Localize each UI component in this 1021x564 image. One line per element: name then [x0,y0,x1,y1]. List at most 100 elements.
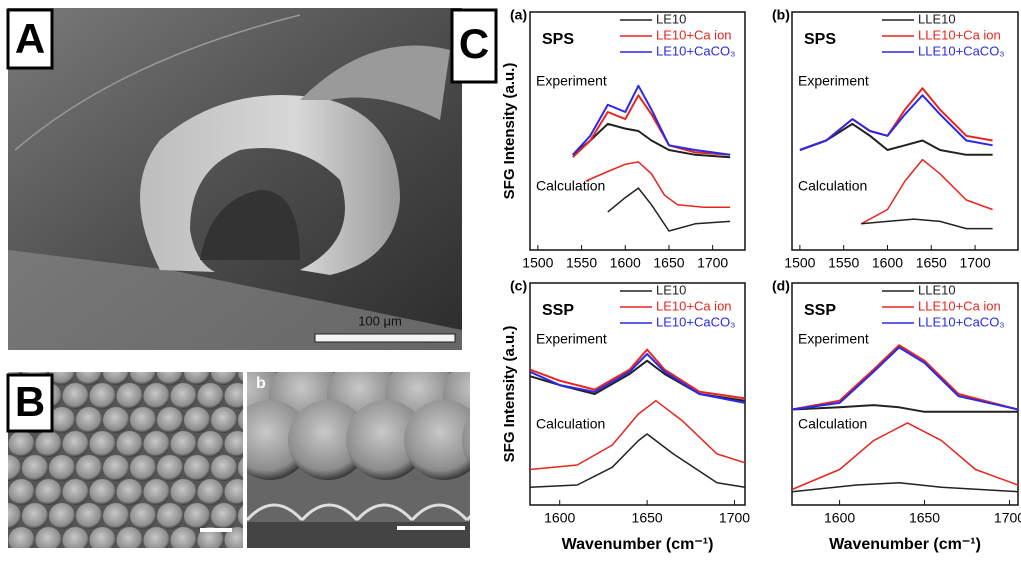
dome [130,503,156,529]
legend-label: LE10+CaCO₃ [656,314,735,329]
dome [49,455,75,481]
spectrum-line [530,434,745,487]
substrate [247,522,470,548]
dome [103,455,129,481]
dome [144,431,170,457]
dome [90,527,116,553]
x-tick-label: 1650 [632,510,663,526]
scale-bar-label: 100 μm [358,313,402,328]
x-tick-label: 1550 [828,255,859,271]
annotation: Experiment [536,73,607,89]
dome [9,479,35,505]
x-tick-label: 1700 [697,255,728,271]
dome [103,407,129,433]
dome [144,479,170,505]
annotation: Experiment [798,73,869,89]
dome [36,431,62,457]
dome [76,407,102,433]
dome [157,503,183,529]
dome [63,431,89,457]
x-tick-label: 1700 [994,510,1021,526]
panel-label: (d) [772,278,790,294]
x-tick-label: 1650 [653,255,684,271]
x-tick-label: 1500 [522,255,553,271]
panel-label: A [15,15,45,62]
x-tick-label: 1600 [610,255,641,271]
x-tick-label: 1700 [719,510,750,526]
dome [63,383,89,409]
spectrum-line [608,188,730,231]
legend-label: LLE10 [918,11,956,26]
annotation: Experiment [536,331,607,347]
dome [90,479,116,505]
panel-label: C [459,20,489,67]
x-tick-label: 1650 [916,255,947,271]
dome [198,431,224,457]
dome [171,383,197,409]
y-axis-label: SFG Intensity (a.u.) [501,63,518,200]
dome [171,431,197,457]
legend-label: LLE10 [918,282,956,297]
spectrum-line [861,219,992,229]
dome [184,503,210,529]
figure: 100 μm A b B C 15001550160016501700LE10L… [0,0,1021,559]
dome [22,503,48,529]
dome [130,455,156,481]
legend-label: LLE10+CaCO₃ [918,43,1005,58]
dome [157,407,183,433]
spectrum-line [530,401,745,470]
dome [211,407,237,433]
dome [211,359,237,385]
dome [76,503,102,529]
annotation: Experiment [798,331,869,347]
mode-label: SPS [804,31,836,48]
legend-label: LE10+Ca ion [656,27,732,42]
dome [184,359,210,385]
dome [117,383,143,409]
legend-label: LE10 [656,282,686,297]
annotation: Calculation [798,178,867,194]
legend-label: LLE10+Ca ion [918,298,1001,313]
legend-label: LE10 [656,11,686,26]
dome [103,503,129,529]
dome [90,383,116,409]
spectrum-line [792,483,1018,492]
sublabel: b [256,375,266,392]
panel-label: (a) [510,7,527,23]
dome [130,359,156,385]
dome [225,383,251,409]
mode-label: SSP [542,302,574,319]
dome [76,359,102,385]
legend-label: LLE10+CaCO₃ [918,314,1005,329]
dome [225,431,251,457]
dome-edge [467,505,522,520]
dome [9,431,35,457]
dome [404,400,484,480]
y-axis-label: SFG Intensity (a.u.) [501,326,518,463]
x-tick-label: 1550 [566,255,597,271]
dome [117,527,143,553]
spectrum-line [573,86,730,155]
x-axis-label: Wavenumber (cm⁻¹) [562,536,714,553]
dome [225,479,251,505]
spectrum-line [792,345,1018,409]
x-tick-label: 1600 [544,510,575,526]
panel-label: (c) [510,278,527,294]
dome [36,479,62,505]
dome [76,455,102,481]
x-tick-label: 1650 [909,510,940,526]
annotation: Calculation [536,178,605,194]
x-tick-label: 1500 [784,255,815,271]
dome [211,455,237,481]
dome [63,527,89,553]
dome [63,479,89,505]
spectrum-line [861,160,992,224]
spectrum-line [792,405,1018,412]
dome [49,503,75,529]
dome [171,527,197,553]
spectrum-line [800,88,993,150]
dome [184,455,210,481]
dome [117,479,143,505]
page: 100 μm A b B C 15001550160016501700LE10L… [0,0,1021,564]
mode-label: SPS [542,31,574,48]
